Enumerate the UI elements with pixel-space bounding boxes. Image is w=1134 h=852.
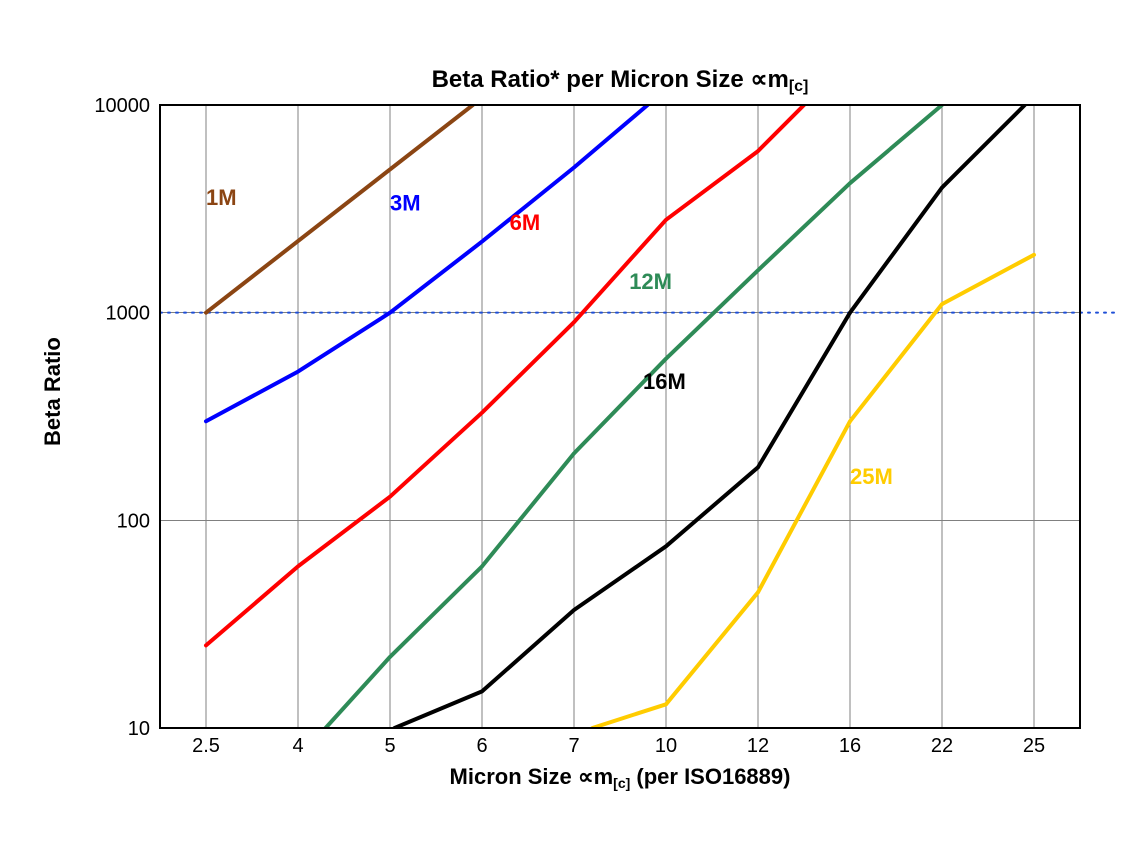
xtick-label: 7	[568, 735, 579, 757]
xtick-label: 22	[931, 735, 953, 757]
chart-container: { "chart": { "type": "line", "title": "B…	[0, 0, 1134, 852]
xtick-label: 2.5	[192, 735, 220, 757]
x-axis-label: Micron Size ∝m[c] (per ISO16889)	[450, 764, 791, 791]
y-axis-label: Beta Ratio	[40, 337, 65, 446]
chart-title: Beta Ratio* per Micron Size ∝m[c]	[432, 66, 809, 95]
series-label-6m: 6M	[510, 210, 541, 235]
xtick-label: 16	[839, 735, 861, 757]
series-label-12m: 12M	[629, 269, 672, 294]
series-label-25m: 25M	[850, 464, 893, 489]
xtick-label: 5	[384, 735, 395, 757]
xtick-label: 10	[655, 735, 677, 757]
chart-svg: Beta Ratio* per Micron Size ∝m[c] 2.5 4 5 6 7…	[0, 0, 1134, 852]
xtick-label: 6	[476, 735, 487, 757]
ytick-label: 100	[117, 510, 150, 532]
series-label-16m: 16M	[643, 369, 686, 394]
ytick-label: 10000	[94, 95, 150, 117]
series-label-3m: 3M	[390, 191, 421, 216]
ytick-label: 10	[128, 718, 150, 740]
series-label-1m: 1M	[206, 185, 237, 210]
xtick-label: 25	[1023, 735, 1045, 757]
xtick-label: 4	[292, 735, 303, 757]
xtick-label: 12	[747, 735, 769, 757]
ytick-label: 1000	[106, 303, 151, 325]
